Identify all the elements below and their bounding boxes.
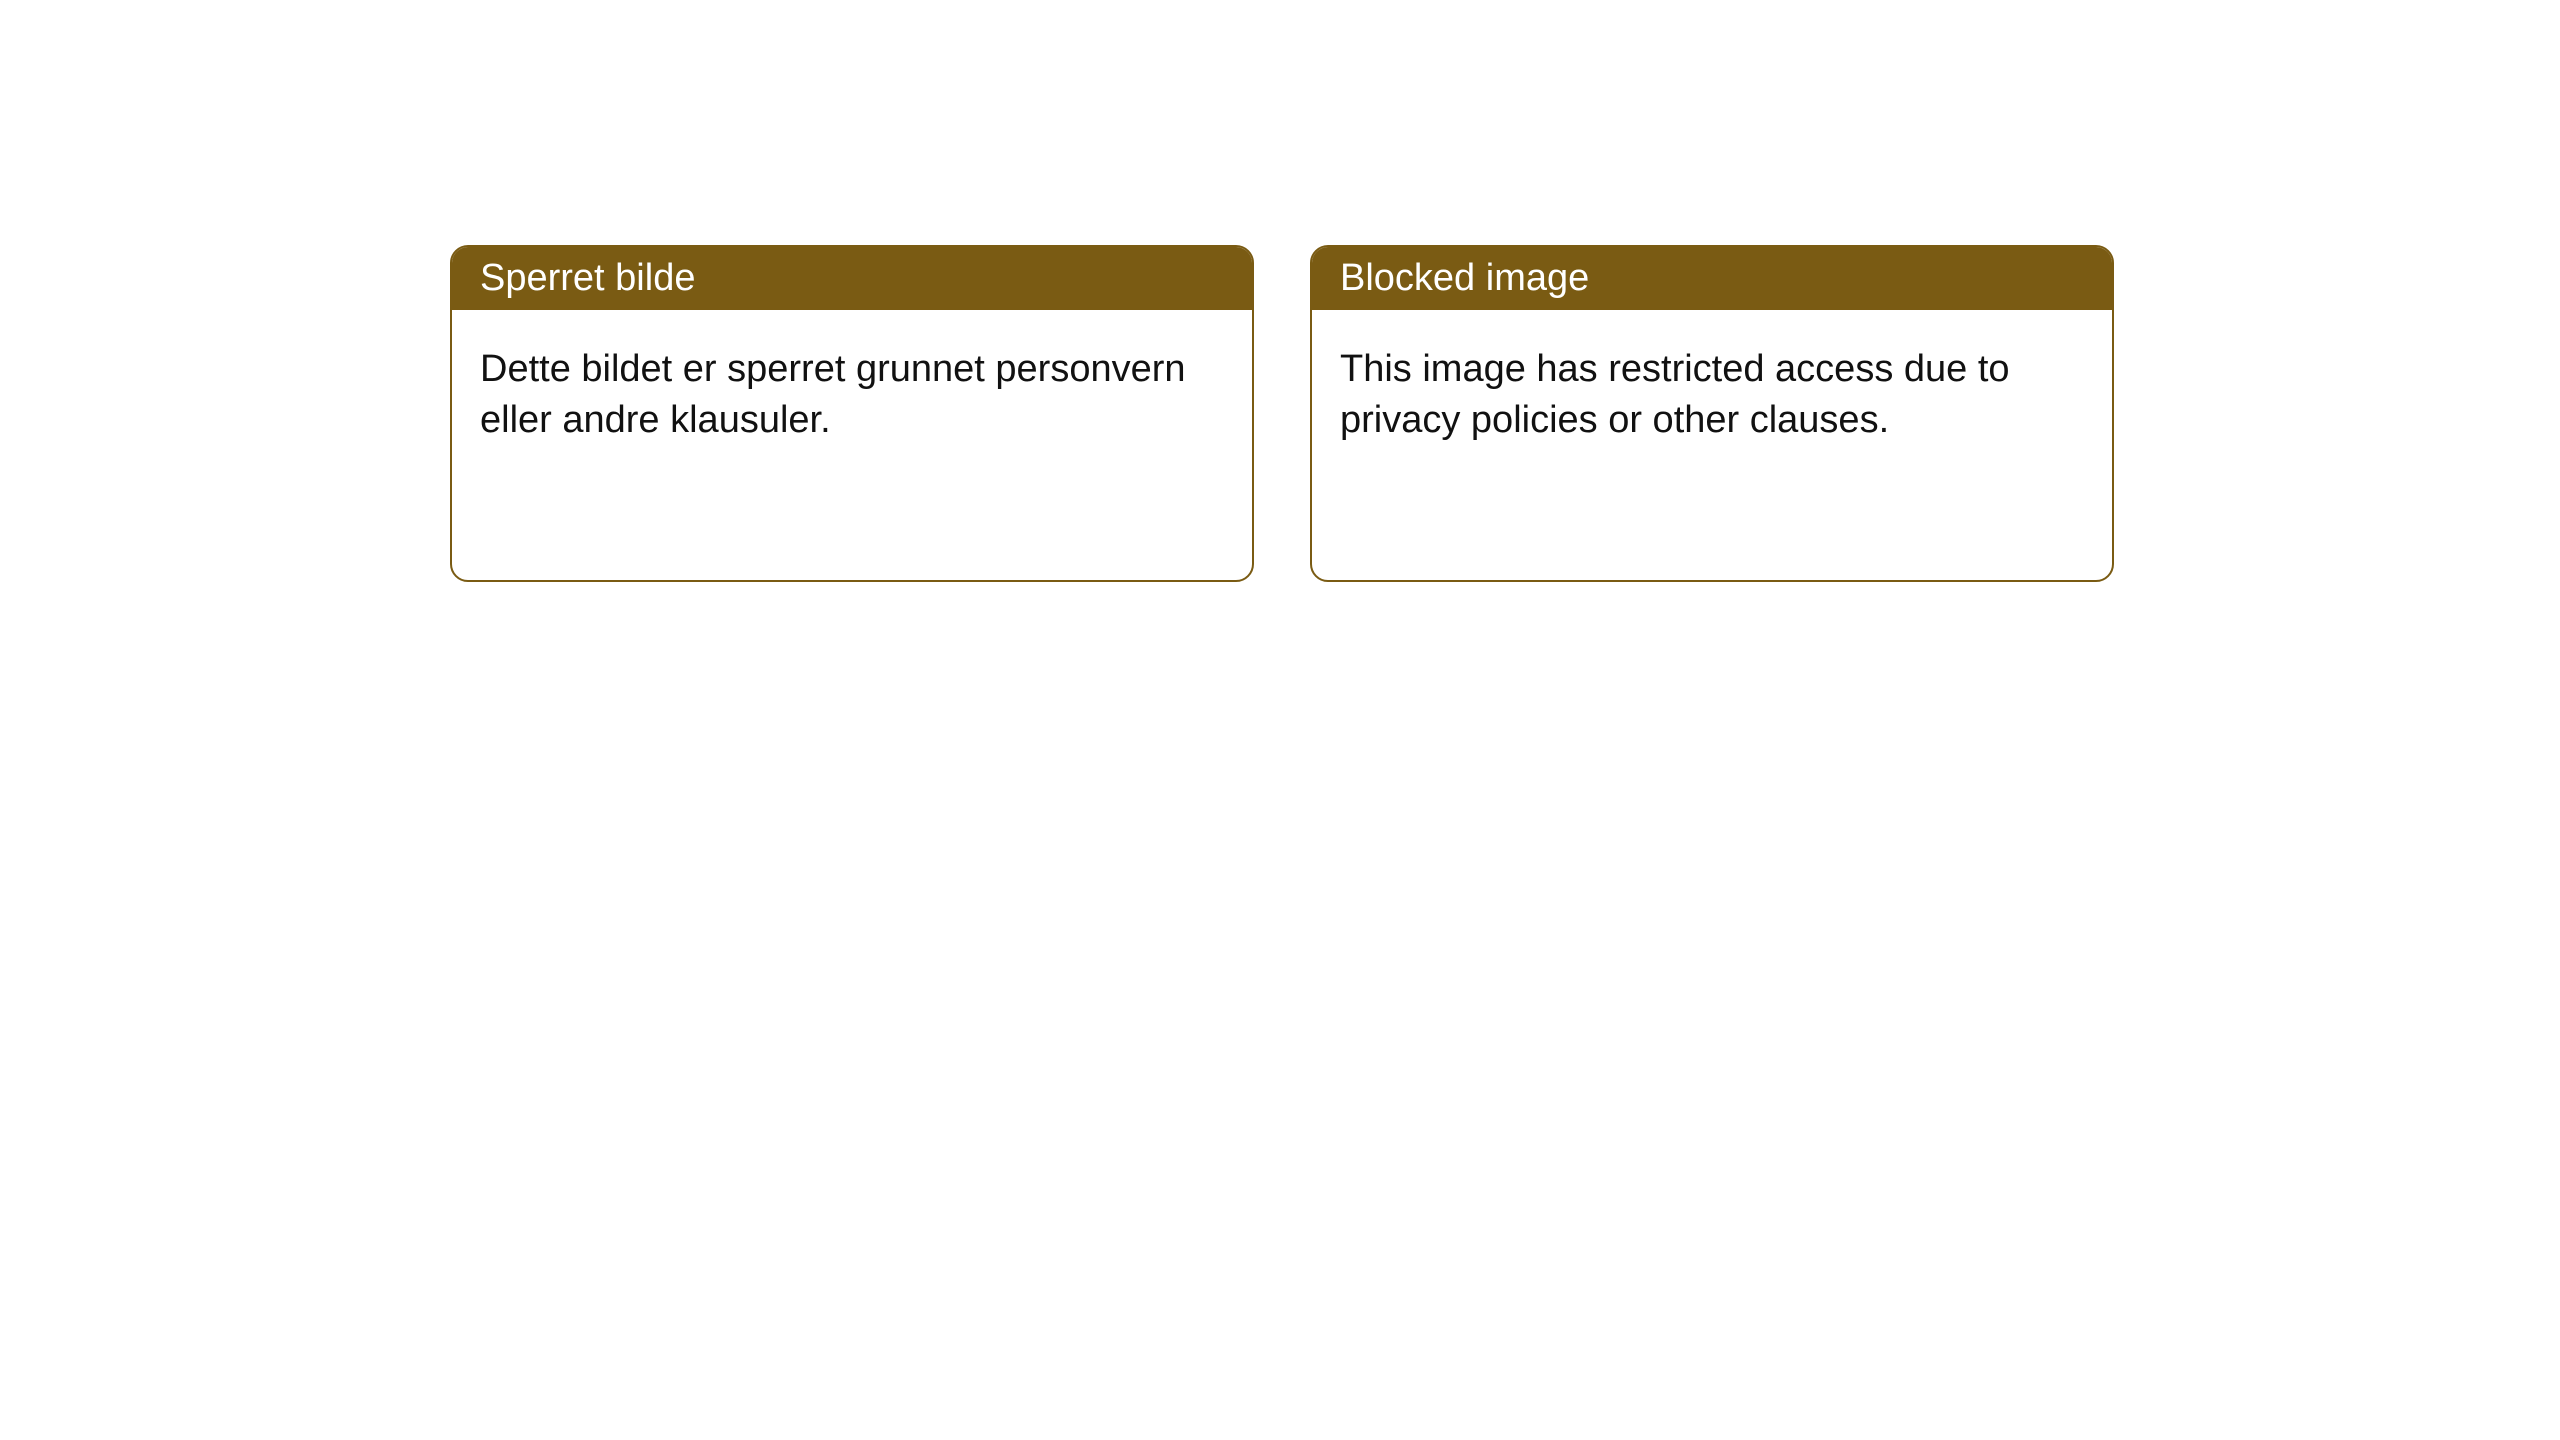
card-body-text: Dette bildet er sperret grunnet personve… — [452, 310, 1252, 580]
blocked-image-card-english: Blocked image This image has restricted … — [1310, 245, 2114, 582]
card-title: Sperret bilde — [452, 247, 1252, 310]
card-body-text: This image has restricted access due to … — [1312, 310, 2112, 580]
card-title: Blocked image — [1312, 247, 2112, 310]
blocked-image-card-norwegian: Sperret bilde Dette bildet er sperret gr… — [450, 245, 1254, 582]
cards-container: Sperret bilde Dette bildet er sperret gr… — [0, 0, 2560, 582]
